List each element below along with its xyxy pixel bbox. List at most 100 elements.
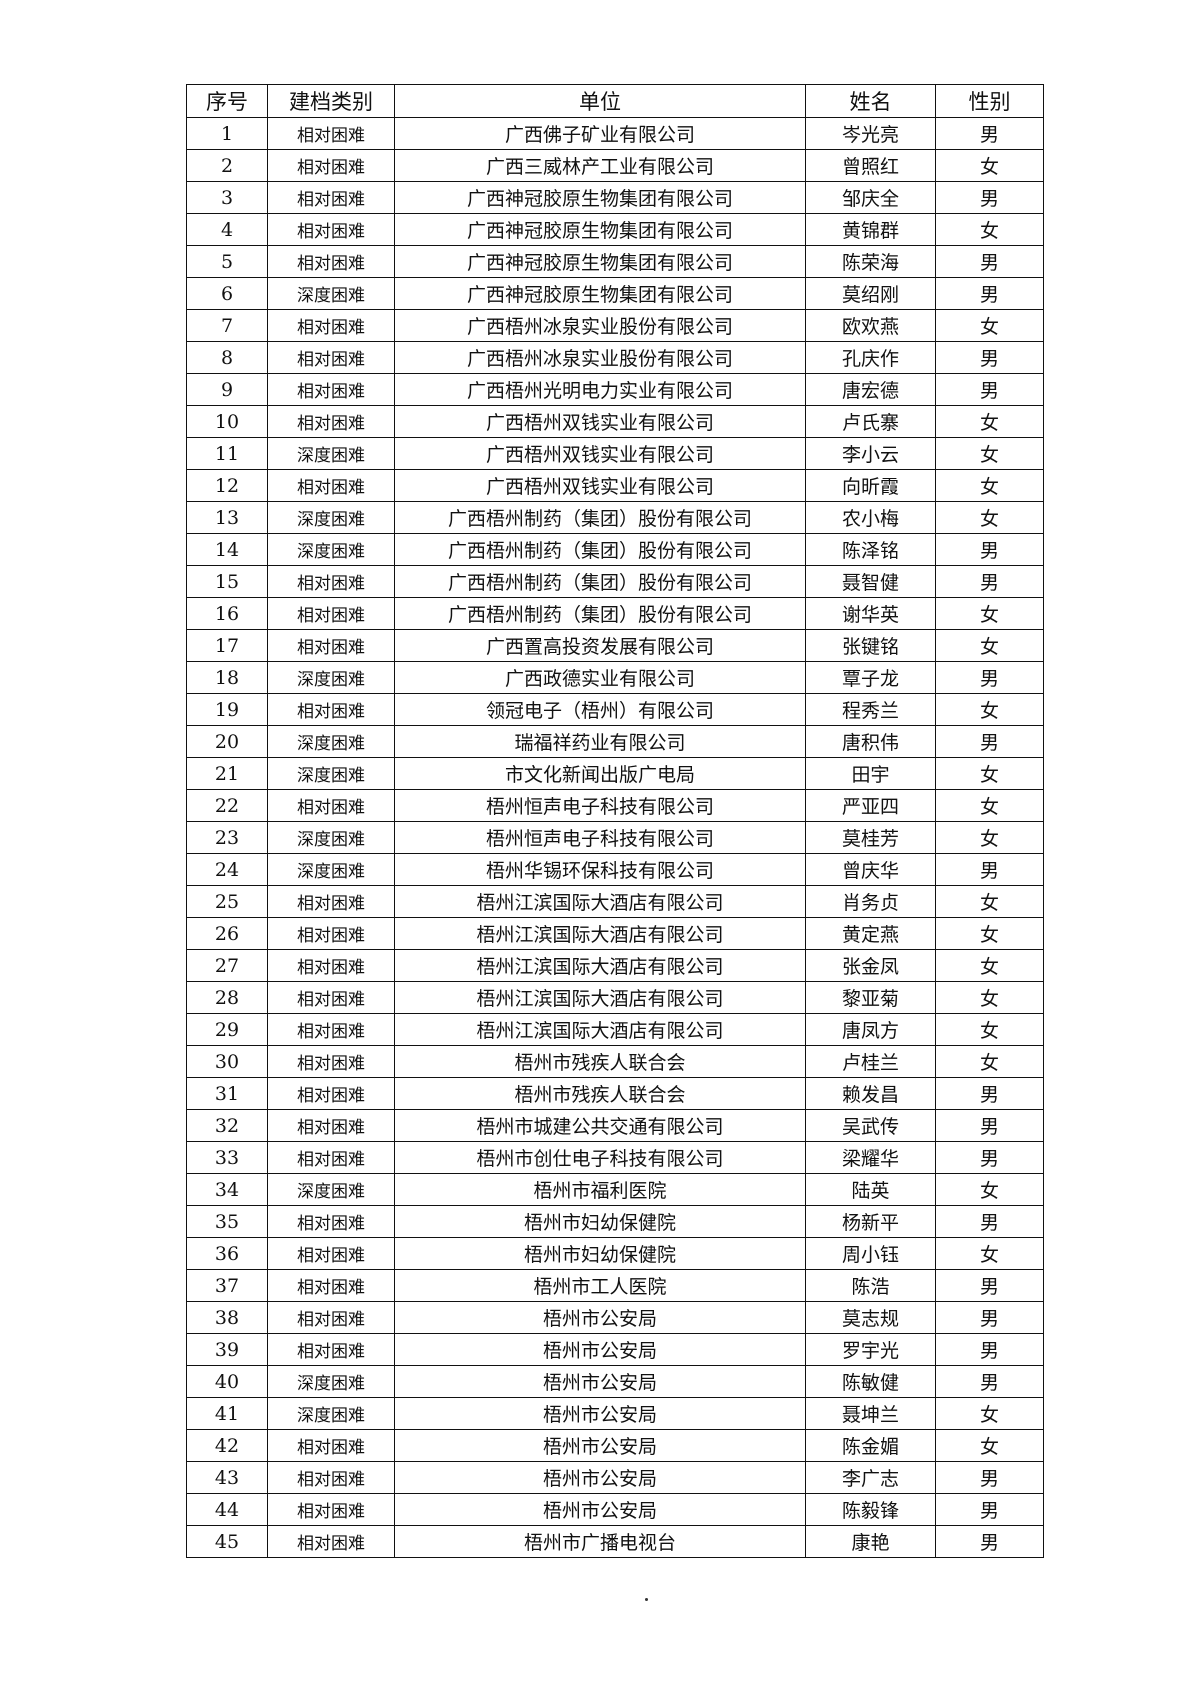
cell-name: 岑光亮 [805,117,936,150]
header-index: 序号 [186,84,268,118]
cell-index: 40 [186,1365,268,1398]
table-row: 12 相对困难 广西梧州双钱实业有限公司 向昕霞女 [186,469,1044,502]
cell-name: 赖发昌 [805,1077,936,1110]
cell-gender: 女 [935,1045,1044,1078]
cell-index: 15 [186,565,268,598]
cell-category: 深度困难 [267,1397,395,1430]
cell-index: 4 [186,213,268,246]
cell-unit: 广西梧州双钱实业有限公司 [394,437,806,470]
cell-unit: 广西梧州制药（集团）股份有限公司 [394,533,806,566]
cell-gender: 女 [935,981,1044,1014]
cell-gender: 女 [935,1013,1044,1046]
scan-speck [645,1598,648,1601]
cell-category: 深度困难 [267,757,395,790]
cell-category: 相对困难 [267,1237,395,1270]
cell-category: 深度困难 [267,1365,395,1398]
cell-category: 相对困难 [267,309,395,342]
cell-unit: 广西神冠胶原生物集团有限公司 [394,181,806,214]
table-row: 29 相对困难 梧州江滨国际大酒店有限公司 唐凤方女 [186,1013,1044,1046]
cell-unit: 广西梧州制药（集团）股份有限公司 [394,597,806,630]
archive-table: 序号 建档类别 单位 姓名 性别 1 相对困难 广西佛子矿业有限公司 岑光亮男 2 相对困… [186,84,1044,1558]
cell-unit: 广西梧州双钱实业有限公司 [394,405,806,438]
cell-unit: 梧州市妇幼保健院 [394,1205,806,1238]
cell-category: 相对困难 [267,1205,395,1238]
cell-unit: 梧州市公安局 [394,1301,806,1334]
cell-unit: 广西梧州冰泉实业股份有限公司 [394,341,806,374]
cell-index: 39 [186,1333,268,1366]
cell-category: 相对困难 [267,565,395,598]
cell-name: 田宇 [805,757,936,790]
table-row: 31 相对困难 梧州市残疾人联合会 赖发昌男 [186,1077,1044,1110]
table-row: 37 相对困难 梧州市工人医院 陈浩男 [186,1269,1044,1302]
cell-gender: 男 [935,1077,1044,1110]
table-row: 45 相对困难 梧州市广播电视台 康艳男 [186,1525,1044,1558]
cell-category: 相对困难 [267,469,395,502]
cell-name: 黎亚菊 [805,981,936,1014]
cell-category: 相对困难 [267,1141,395,1174]
table-row: 2 相对困难 广西三威林产工业有限公司 曾照红女 [186,149,1044,182]
cell-index: 13 [186,501,268,534]
cell-gender: 女 [935,1397,1044,1430]
header-name: 姓名 [805,84,936,118]
cell-category: 相对困难 [267,1525,395,1558]
table-row: 13 深度困难 广西梧州制药（集团）股份有限公司 农小梅女 [186,501,1044,534]
cell-category: 相对困难 [267,181,395,214]
cell-gender: 女 [935,309,1044,342]
cell-gender: 女 [935,1429,1044,1462]
table-row: 15 相对困难 广西梧州制药（集团）股份有限公司 聂智健男 [186,565,1044,598]
cell-name: 孔庆作 [805,341,936,374]
header-unit: 单位 [394,84,806,118]
cell-name: 梁耀华 [805,1141,936,1174]
cell-name: 邹庆全 [805,181,936,214]
cell-unit: 领冠电子（梧州）有限公司 [394,693,806,726]
table-body: 1 相对困难 广西佛子矿业有限公司 岑光亮男 2 相对困难 广西三威林产工业有限公司 曾照红女… [186,117,1044,1558]
cell-category: 相对困难 [267,1429,395,1462]
cell-index: 38 [186,1301,268,1334]
cell-unit: 瑞福祥药业有限公司 [394,725,806,758]
cell-category: 相对困难 [267,1109,395,1142]
cell-gender: 男 [935,661,1044,694]
cell-gender: 女 [935,405,1044,438]
cell-index: 33 [186,1141,268,1174]
cell-gender: 男 [935,1525,1044,1558]
cell-gender: 男 [935,181,1044,214]
cell-name: 黄定燕 [805,917,936,950]
table-row: 17 相对困难 广西置高投资发展有限公司 张键铭女 [186,629,1044,662]
cell-gender: 女 [935,469,1044,502]
table-row: 36 相对困难 梧州市妇幼保健院 周小钰女 [186,1237,1044,1270]
table-row: 20 深度困难 瑞福祥药业有限公司 唐积伟男 [186,725,1044,758]
cell-name: 谢华英 [805,597,936,630]
cell-gender: 女 [935,629,1044,662]
cell-gender: 女 [935,437,1044,470]
cell-gender: 男 [935,1269,1044,1302]
cell-index: 45 [186,1525,268,1558]
cell-name: 曾庆华 [805,853,936,886]
table-row: 25 相对困难 梧州江滨国际大酒店有限公司 肖务贞女 [186,885,1044,918]
table-row: 4 相对困难 广西神冠胶原生物集团有限公司 黄锦群女 [186,213,1044,246]
table-row: 44 相对困难 梧州市公安局 陈毅锋男 [186,1493,1044,1526]
cell-unit: 梧州恒声电子科技有限公司 [394,789,806,822]
cell-index: 6 [186,277,268,310]
cell-gender: 男 [935,277,1044,310]
cell-name: 卢氏寨 [805,405,936,438]
table-row: 9 相对困难 广西梧州光明电力实业有限公司 唐宏德男 [186,373,1044,406]
cell-gender: 男 [935,1301,1044,1334]
cell-category: 相对困难 [267,1013,395,1046]
cell-unit: 广西神冠胶原生物集团有限公司 [394,245,806,278]
cell-unit: 梧州市残疾人联合会 [394,1045,806,1078]
cell-unit: 梧州市公安局 [394,1429,806,1462]
cell-name: 吴武传 [805,1109,936,1142]
cell-unit: 广西梧州光明电力实业有限公司 [394,373,806,406]
cell-unit: 广西佛子矿业有限公司 [394,117,806,150]
table-row: 24 深度困难 梧州华锡环保科技有限公司 曾庆华男 [186,853,1044,886]
cell-index: 31 [186,1077,268,1110]
cell-name: 覃子龙 [805,661,936,694]
cell-name: 周小钰 [805,1237,936,1270]
cell-unit: 梧州市公安局 [394,1461,806,1494]
cell-unit: 梧州华锡环保科技有限公司 [394,853,806,886]
cell-gender: 女 [935,885,1044,918]
cell-unit: 梧州江滨国际大酒店有限公司 [394,949,806,982]
cell-index: 2 [186,149,268,182]
cell-gender: 女 [935,789,1044,822]
cell-name: 罗宇光 [805,1333,936,1366]
